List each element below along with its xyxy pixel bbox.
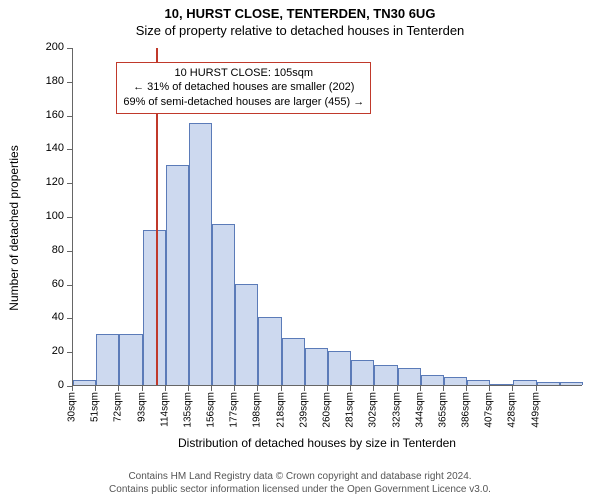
chart-title: 10, HURST CLOSE, TENTERDEN, TN30 6UG — [0, 0, 600, 21]
histogram-bar — [212, 224, 235, 385]
y-tick-label: 180 — [46, 75, 64, 87]
plot-wrap: Number of detached properties 10 HURST C… — [52, 48, 582, 408]
y-tick-label: 140 — [46, 142, 64, 154]
histogram-bar — [467, 380, 490, 385]
x-tick-label: 386sqm — [461, 392, 472, 428]
y-tick-label: 0 — [58, 379, 64, 391]
y-axis-label: Number of detached properties — [7, 145, 21, 310]
histogram-bar — [235, 284, 258, 385]
histogram-bar — [560, 382, 583, 385]
x-tick-label: 323sqm — [391, 392, 402, 428]
x-tick-label: 51sqm — [90, 392, 101, 422]
x-tick-label: 30sqm — [67, 392, 78, 422]
y-tick-label: 20 — [52, 345, 64, 357]
histogram-bar — [513, 380, 536, 385]
y-tick-label: 200 — [46, 41, 64, 53]
y-tick-label: 40 — [52, 311, 64, 323]
histogram-bar — [328, 351, 351, 385]
histogram-bar — [398, 368, 421, 385]
x-tick-label: 365sqm — [437, 392, 448, 428]
y-tick-label: 100 — [46, 210, 64, 222]
histogram-bar — [490, 384, 513, 385]
histogram-bar — [166, 165, 189, 385]
histogram-bar — [119, 334, 142, 385]
y-tick-label: 160 — [46, 109, 64, 121]
x-tick-label: 218sqm — [275, 392, 286, 428]
annotation-line-2: ← 31% of detached houses are smaller (20… — [123, 80, 364, 95]
histogram-bar — [537, 382, 560, 385]
histogram-bar — [258, 317, 281, 385]
x-tick-label: 428sqm — [507, 392, 518, 428]
x-tick-label: 260sqm — [322, 392, 333, 428]
histogram-bar — [189, 123, 212, 385]
x-tick-label: 407sqm — [484, 392, 495, 428]
x-tick-label: 156sqm — [206, 392, 217, 428]
histogram-bar — [305, 348, 328, 385]
y-tick-label: 60 — [52, 278, 64, 290]
x-tick-label: 114sqm — [159, 392, 170, 427]
footer-line-1: Contains HM Land Registry data © Crown c… — [0, 470, 600, 483]
chart-subtitle: Size of property relative to detached ho… — [0, 23, 600, 38]
footer-attribution: Contains HM Land Registry data © Crown c… — [0, 470, 600, 496]
annotation-box: 10 HURST CLOSE: 105sqm← 31% of detached … — [116, 62, 371, 115]
histogram-bar — [351, 360, 374, 385]
footer-line-2: Contains public sector information licen… — [0, 483, 600, 496]
plot-area: 10 HURST CLOSE: 105sqm← 31% of detached … — [72, 48, 582, 386]
histogram-bar — [96, 334, 119, 385]
histogram-bar — [282, 338, 305, 385]
x-tick-label: 239sqm — [298, 392, 309, 428]
annotation-line-1: 10 HURST CLOSE: 105sqm — [123, 66, 364, 81]
chart-container: 10, HURST CLOSE, TENTERDEN, TN30 6UG Siz… — [0, 0, 600, 500]
x-tick-label: 344sqm — [414, 392, 425, 428]
x-tick-label: 449sqm — [530, 392, 541, 428]
y-tick-label: 120 — [46, 176, 64, 188]
histogram-bar — [444, 377, 467, 385]
histogram-bar — [73, 380, 96, 385]
y-tick-label: 80 — [52, 244, 64, 256]
x-tick-label: 198sqm — [252, 392, 263, 428]
histogram-bar — [374, 365, 397, 385]
histogram-bar — [143, 230, 166, 385]
annotation-line-3: 69% of semi-detached houses are larger (… — [123, 95, 364, 110]
x-tick-label: 302sqm — [368, 392, 379, 428]
x-tick-label: 281sqm — [345, 392, 356, 428]
x-tick-label: 135sqm — [182, 392, 193, 428]
x-tick-label: 177sqm — [229, 392, 240, 428]
x-axis-label: Distribution of detached houses by size … — [52, 436, 582, 450]
histogram-bar — [421, 375, 444, 385]
x-tick-label: 93sqm — [136, 392, 147, 422]
x-tick-label: 72sqm — [113, 392, 124, 422]
